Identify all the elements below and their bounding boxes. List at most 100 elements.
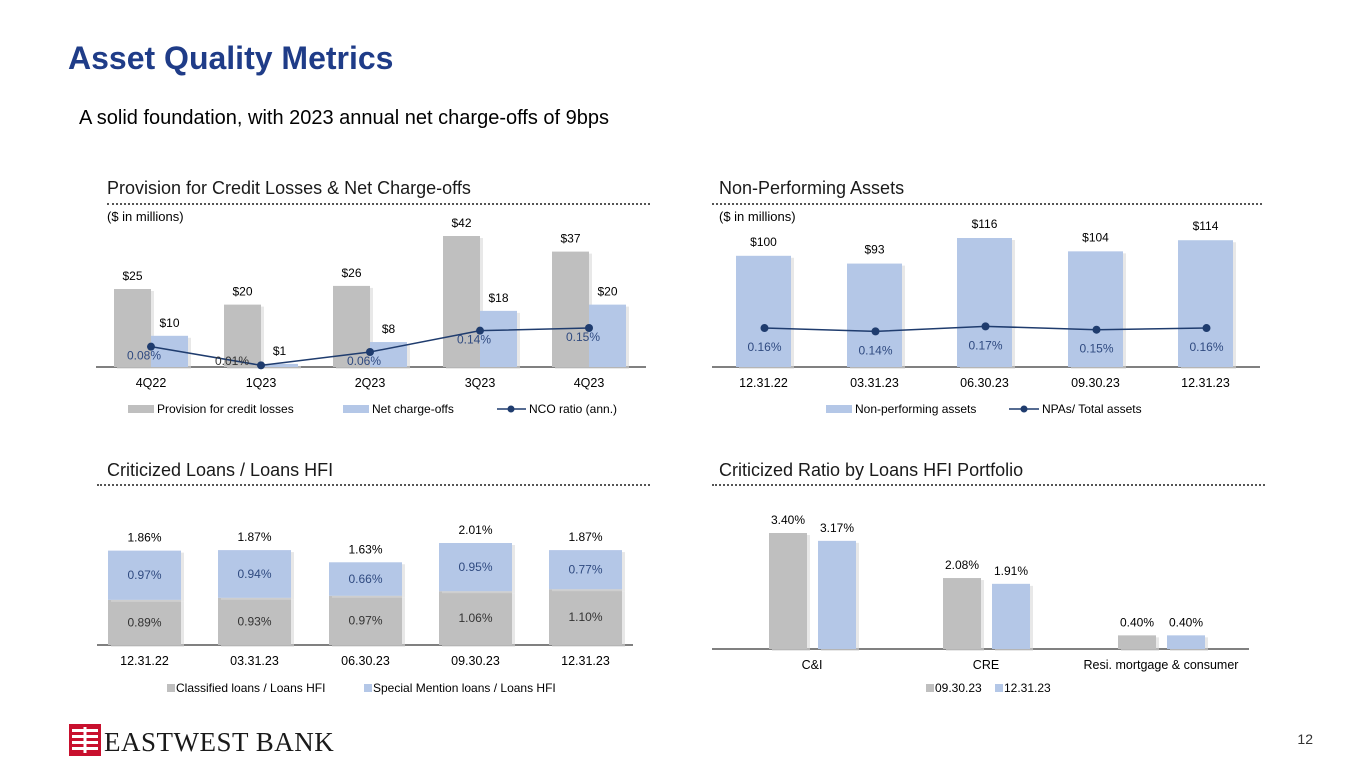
provision-bar (114, 289, 151, 367)
portfolio-0930-bar (769, 533, 807, 649)
page-subtitle: A solid foundation, with 2023 annual net… (79, 107, 610, 129)
criticized-x-tick: 09.30.23 (451, 654, 500, 668)
special-mention-bar-segment (439, 543, 512, 592)
legend-npa-swatch (826, 405, 852, 413)
legend-nco-swatch (343, 405, 369, 413)
nco-bar-label: $10 (159, 316, 179, 330)
portfolio-1231-bar (992, 583, 1030, 649)
criticized-total-label: 2.01% (458, 523, 492, 537)
provision-x-tick: 4Q22 (136, 376, 167, 390)
npa-bar (957, 238, 1012, 367)
classified-bar-segment (329, 595, 402, 645)
east-west-bank-logo-icon (69, 724, 101, 756)
criticized-x-tick: 12.31.23 (561, 654, 610, 668)
portfolio-0930-bar (943, 578, 981, 649)
npa-ratio-point (1202, 324, 1211, 333)
criticized-total-label: 1.86% (127, 531, 161, 545)
npa-bar (847, 263, 902, 367)
portfolio-0930-label: 2.08% (945, 558, 979, 572)
classified-segment-label: 1.06% (458, 611, 492, 625)
nco-ratio-point (147, 342, 155, 351)
classified-segment-label: 0.89% (127, 615, 161, 629)
npa-bar-label: $100 (750, 235, 777, 249)
npa-bar (736, 255, 791, 367)
nco-bar (480, 310, 517, 367)
npa-x-tick: 03.31.23 (850, 376, 899, 390)
criticized-x-tick: 06.30.23 (341, 654, 390, 668)
special-mention-bar-segment (549, 550, 622, 590)
nco-ratio-label: 0.01% (215, 354, 249, 368)
npa-x-tick: 09.30.23 (1071, 376, 1120, 390)
npa-bar-label: $116 (972, 217, 998, 231)
provision-units-note: ($ in millions) (107, 209, 184, 224)
criticized-total-label: 1.63% (348, 542, 382, 556)
portfolio-1231-bar (818, 540, 856, 649)
nco-ratio-point (366, 348, 374, 356)
portfolio-divider (712, 484, 1265, 486)
criticized-panel-title: Criticized Loans / Loans HFI (107, 460, 334, 480)
legend-special-mention-swatch (364, 684, 372, 692)
nco-bar (589, 304, 626, 367)
npa-x-tick: 06.30.23 (960, 376, 1009, 390)
nco-bar-label: $20 (597, 285, 617, 299)
legend-npa-label: Non-performing assets (855, 402, 976, 416)
page-title: Asset Quality Metrics (68, 40, 394, 76)
portfolio-1231-label: 0.40% (1169, 615, 1203, 629)
nco-bar-shadow (264, 365, 301, 369)
classified-segment-label: 0.93% (237, 614, 271, 628)
provision-bar (443, 236, 480, 367)
npa-bar (1068, 251, 1123, 367)
npa-panel-title: Non-Performing Assets (719, 178, 905, 198)
page-number: 12 (1297, 731, 1313, 747)
legend-provision-label: Provision for credit losses (157, 402, 294, 416)
npa-x-tick: 12.31.23 (1181, 376, 1230, 390)
special-mention-bar-segment (218, 550, 291, 598)
legend-classified-swatch (167, 684, 175, 692)
legend-nco-ratio-label: NCO ratio (ann.) (529, 402, 617, 416)
classified-bar-segment (439, 591, 512, 645)
nco-ratio-point (585, 324, 593, 332)
portfolio-panel-title: Criticized Ratio by Loans HFI Portfolio (719, 460, 1024, 480)
npa-ratio-point (981, 322, 990, 331)
special-mention-bar-segment (108, 550, 181, 600)
nco-ratio-label: 0.15% (566, 330, 600, 344)
legend-0930-label: 09.30.23 (935, 681, 982, 695)
nco-ratio-label: 0.06% (347, 354, 381, 368)
legend-1231-label: 12.31.23 (1004, 681, 1051, 695)
portfolio-1231-label: 1.91% (994, 564, 1028, 578)
npa-bar-label: $93 (864, 243, 884, 257)
legend-0930-swatch (926, 684, 934, 692)
portfolio-1231-label: 3.17% (820, 521, 854, 535)
nco-bar-label: $8 (382, 322, 396, 336)
provision-x-tick: 3Q23 (465, 376, 496, 390)
criticized-total-label: 1.87% (568, 530, 602, 544)
nco-bar (261, 363, 298, 367)
criticized-divider (97, 484, 650, 486)
special-mention-segment-label: 0.97% (127, 568, 161, 582)
provision-bar-label: $20 (232, 285, 252, 299)
nco-ratio-label: 0.08% (127, 349, 161, 363)
legend-1231-swatch (995, 684, 1003, 692)
classified-bar-segment (549, 589, 622, 645)
portfolio-0930-label: 0.40% (1120, 615, 1154, 629)
legend-classified-label: Classified loans / Loans HFI (176, 681, 325, 695)
npa-ratio-label: 0.17% (968, 338, 1002, 352)
provision-bar (224, 304, 261, 367)
provision-bar-label: $42 (451, 216, 471, 230)
npa-ratio-label: 0.14% (858, 343, 892, 357)
nco-bar-label: $18 (488, 291, 508, 305)
portfolio-x-tick: Resi. mortgage & consumer (1084, 658, 1239, 672)
portfolio-x-tick: CRE (973, 658, 999, 672)
nco-ratio-point (476, 326, 484, 335)
npa-bar-label: $104 (1082, 230, 1109, 244)
brand-name: EASTWEST BANK (104, 727, 335, 757)
legend-provision-swatch (128, 405, 154, 413)
legend-nco-ratio-marker (507, 405, 515, 413)
npa-units-note: ($ in millions) (719, 209, 796, 224)
special-mention-segment-label: 0.94% (237, 567, 271, 581)
npa-ratio-point (1092, 325, 1101, 334)
special-mention-segment-label: 0.95% (458, 560, 492, 574)
provision-bar-label: $25 (122, 269, 142, 283)
nco-ratio-point (257, 361, 265, 370)
